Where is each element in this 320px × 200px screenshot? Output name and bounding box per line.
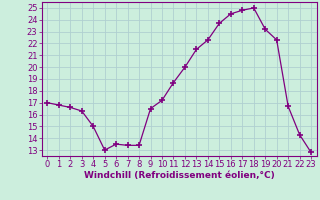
X-axis label: Windchill (Refroidissement éolien,°C): Windchill (Refroidissement éolien,°C) [84,171,275,180]
